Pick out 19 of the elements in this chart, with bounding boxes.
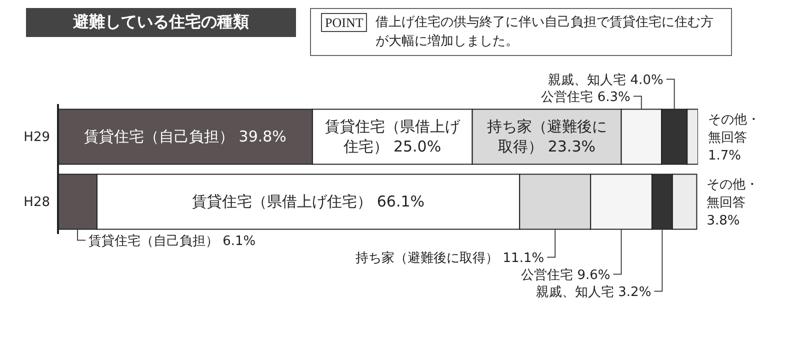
chart-subtitle: 借上げ住宅の供与終了に伴い自己負担で賃貸住宅に住む方が大幅に増加しました。 — [375, 14, 714, 51]
text: POINT — [321, 13, 368, 32]
y-tick-label: H28 — [24, 195, 50, 210]
text: 賃貸住宅（県借上げ住宅） 66.1% — [192, 192, 425, 211]
text: 賃貸住宅（自己負担） 6.1% — [88, 234, 256, 250]
text: 親戚、知人宅 3.2% — [536, 285, 652, 300]
text: 持ち家（避難後に取得） 23.3% — [486, 118, 607, 156]
data-label: 3.8% — [706, 214, 740, 229]
series-label: その他・無回答 — [708, 112, 760, 146]
data-label: 1.7% — [708, 148, 742, 164]
text: 賃貸住宅（県借上げ住宅） 25.0% — [324, 118, 460, 156]
text: 持ち家（避難後に取得） 11.1% — [356, 251, 544, 266]
text: 公営住宅 6.3% — [541, 90, 630, 106]
text: 親戚、知人宅 4.0% — [548, 73, 664, 88]
text: 賃貸住宅（自己負担） 39.8% — [84, 128, 286, 146]
text: その他・無回答 — [706, 178, 759, 211]
text: 公営住宅 9.6% — [521, 268, 610, 284]
chart-title: 避難している住宅の種類 — [26, 8, 296, 37]
y-tick-label: H29 — [24, 130, 50, 146]
